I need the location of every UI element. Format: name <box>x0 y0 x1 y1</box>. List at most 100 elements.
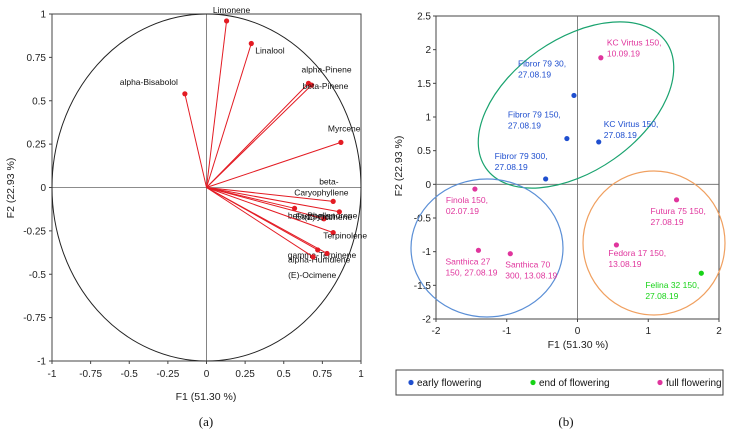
panel-a-y-tick-label: 0.5 <box>32 96 46 107</box>
panel-a-correlation-circle: -1 -0.75 -0.5 -0.25 0 0.25 0.5 0.75 1 -1 -0.75 -0.5… <box>5 5 367 429</box>
panel-a-variable-label: alpha-Bisabolol <box>120 77 178 87</box>
panel-a-x-tick-label: 0.5 <box>277 369 291 380</box>
panel-b-point-label-line: Fedora 17 150, <box>608 248 666 258</box>
panel-a-vector-line <box>184 93 207 188</box>
panel-b-point-label: Felina 32 150, 27.08.19 <box>645 280 699 301</box>
panel-a-variable-label: beta- <box>319 176 339 186</box>
panel-b-point-label-line: Finola 150, <box>446 195 488 205</box>
panel-a-variable-label: (E)-Ocimene <box>288 270 336 280</box>
panel-a-vector-line <box>206 83 309 188</box>
panel-b-y-tick-label: -1 <box>422 247 431 258</box>
panel-b-point <box>507 251 513 257</box>
panel-b-y-tick-label: -1.5 <box>414 281 432 292</box>
panel-b-legend-marker <box>657 379 663 386</box>
panel-b-legend-label: full flowering <box>666 378 722 389</box>
panel-b-y-tick-label: 2 <box>425 45 431 56</box>
panel-b-legend-box <box>395 369 724 396</box>
panel-b-point-label-line: Futura 75 150, <box>651 206 706 216</box>
panel-a-variable-label: beta-Phellandrene <box>288 211 358 221</box>
panel-a-vector-point <box>223 18 230 24</box>
panel-a-vector-point <box>321 216 327 222</box>
panel-a-vector-point <box>338 139 344 145</box>
panel-b-x-tick-label: 2 <box>716 326 722 337</box>
panel-a-vector-point <box>291 205 298 211</box>
panel-b-point-label-line: KC Virtus 150, <box>607 38 662 48</box>
panel-b-x-tick-label: 0 <box>575 326 581 337</box>
panel-b-y-tick-label: 1 <box>425 113 431 124</box>
panel-a-y-tick-label: 1 <box>40 10 46 21</box>
panel-b-point-label: Santhica 27 150, 27.08.19 <box>445 256 497 277</box>
panel-b-x-tick-label: -1 <box>502 326 511 337</box>
panel-a-vector-point <box>310 254 316 260</box>
panel-a-variable-label: beta-Pinene <box>303 81 349 91</box>
panel-b-point-label-line: 27.08.19 <box>651 217 684 227</box>
panel-b-point-label-line: 02.07.19 <box>446 206 479 216</box>
panel-a-y-tick-label: -1 <box>37 357 46 368</box>
panel-b-ellipse-late-flowering <box>582 170 726 316</box>
panel-b-x-axis-label: F1 (51.30 %) <box>548 339 609 351</box>
panel-b-point <box>596 139 602 145</box>
panel-b-point <box>564 135 570 142</box>
panel-a-x-tick-label: -0.5 <box>121 369 139 380</box>
panel-b-point-label-line: Santhica 27 <box>445 256 490 266</box>
panel-b-point-label: Fibror 79 300, 27.08.19 <box>495 151 548 172</box>
panel-a-vector-line <box>206 141 342 188</box>
panel-a-vector-point <box>336 209 342 215</box>
panel-a-vector-line <box>206 187 314 258</box>
panel-a-y-tick-label: 0 <box>40 183 46 194</box>
panel-b-y-tick-label: 2.5 <box>417 12 431 23</box>
panel-a-variable-label: Linalool <box>255 45 284 55</box>
panel-b-point-label: Finola 150, 02.07.19 <box>446 195 488 216</box>
panel-b-point <box>472 186 478 192</box>
panel-a-x-tick-label: 1 <box>358 369 364 380</box>
panel-a-variable-label: Caryophyllene <box>294 187 349 197</box>
panel-b-y-tick-label: 0 <box>425 180 431 191</box>
panel-a-vector-line <box>206 187 328 254</box>
panel-b-point-label-line: 27.08.19 <box>495 162 528 172</box>
panel-a-y-axis-label: F2 (22.93 %) <box>5 158 17 219</box>
panel-b-ellipse-low-thc <box>410 178 564 318</box>
panel-a-variable-label: alpha-Humulene <box>288 254 351 264</box>
panel-a-vector-point <box>330 198 336 204</box>
panel-a-variable-label: Terpinolene <box>323 231 367 241</box>
panel-a-y-tick-label: 0.75 <box>27 53 47 64</box>
panel-a-vector-line <box>206 84 312 188</box>
panel-b-point-label-line: 150, 27.08.19 <box>445 267 497 277</box>
panel-b-x-tick-label: 1 <box>645 326 651 337</box>
panel-b-point-label: Santhica 70 300, 13.08.19 <box>505 260 557 281</box>
panel-b-y-tick-label: 1.5 <box>417 79 431 90</box>
panel-b-y-axis-label: F2 (22.93 %) <box>393 136 405 197</box>
panel-b-point-label: Fedora 17 150, 13.08.19 <box>608 248 666 269</box>
panel-b-legend-label: early flowering <box>417 378 481 389</box>
panel-b-y-tick-label: -2 <box>422 315 431 326</box>
panel-a-vector-line <box>206 187 340 213</box>
panel-a-vector-line <box>206 187 325 220</box>
panel-b-point-label: Fibror 79 150, 27.08.19 <box>508 110 561 131</box>
panel-b-point-label-line: Fibror 79 150, <box>508 110 561 120</box>
panel-a-vector-line <box>206 20 228 188</box>
panel-b-point <box>698 270 704 276</box>
panel-a-variable-label: Limonene <box>213 5 251 15</box>
panel-a-y-tick-label: -0.75 <box>23 313 46 324</box>
panel-b-point-label-line: Fibror 79 30, <box>518 58 566 68</box>
panel-a-vector-line <box>206 43 252 188</box>
panel-a-caption: (a) <box>199 414 213 429</box>
panel-b-point-label-line: 27.08.19 <box>518 69 551 79</box>
panel-a-variable-label: gamma-Terpinene <box>288 250 357 260</box>
panel-a-x-tick-label: -0.25 <box>156 369 179 380</box>
panel-b-legend-marker <box>408 379 414 386</box>
panel-b-legend-label: end of flowering <box>539 378 610 389</box>
panel-b-point <box>475 247 482 253</box>
panel-a-variable-label: (Z)-Ocimene <box>304 212 352 222</box>
panel-a-x-tick-label: -1 <box>48 369 57 380</box>
panel-a-y-tick-label: -0.25 <box>23 226 46 237</box>
panel-b-point-label-line: 13.08.19 <box>608 259 641 269</box>
panel-b-point-label: Fibror 79 30, 27.08.19 <box>518 58 566 79</box>
panel-b-observations-scatter: -2 -1 0 1 2 -2 -1.5 -1 -0.5 0 0.5 1 1.5 2 2.5 KC Virtu… <box>393 12 726 429</box>
panel-b-point <box>613 242 620 248</box>
panel-b-point-label-line: Felina 32 150, <box>645 280 699 290</box>
panel-b-point <box>543 176 549 182</box>
panel-a-vector-point <box>330 230 336 236</box>
panel-b-legend-marker <box>530 379 536 386</box>
panel-b-point-label: KC Virtus 150, 10.09.19 <box>607 38 662 59</box>
